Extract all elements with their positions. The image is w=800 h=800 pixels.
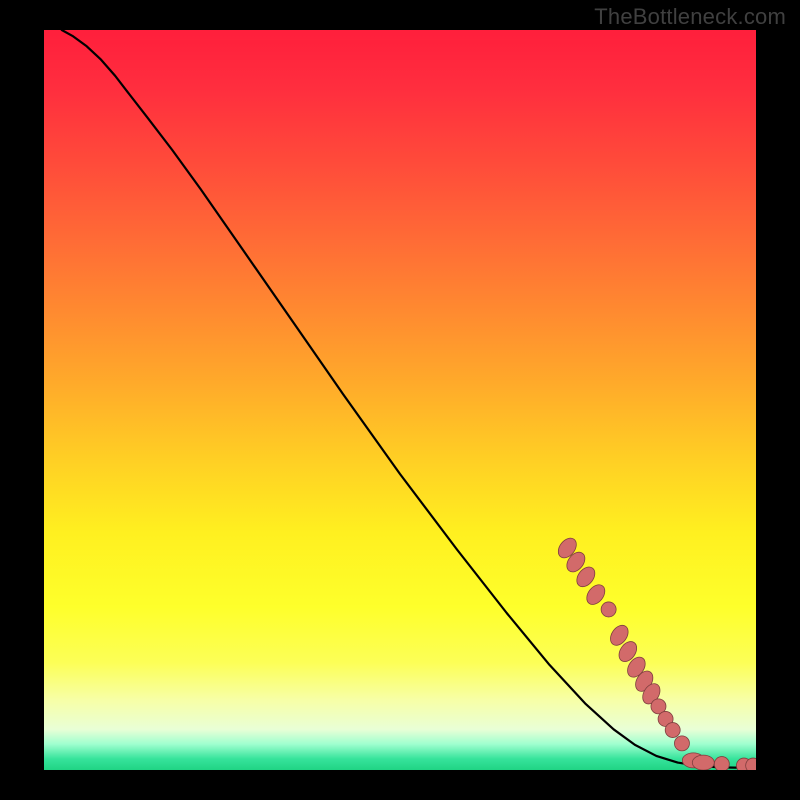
data-marker	[692, 755, 714, 770]
plot-area	[44, 30, 756, 770]
data-marker	[674, 736, 689, 751]
chart-svg	[44, 30, 756, 770]
data-marker	[665, 723, 680, 738]
data-marker	[601, 602, 616, 617]
chart-frame: TheBottleneck.com	[0, 0, 800, 800]
gradient-background	[44, 30, 756, 770]
watermark-label: TheBottleneck.com	[594, 4, 786, 30]
data-marker	[714, 757, 729, 770]
